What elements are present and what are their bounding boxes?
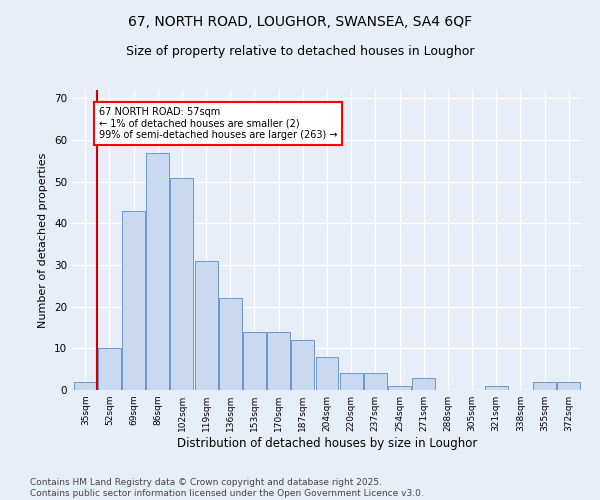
Bar (292, 340, 314, 390)
Bar (243, 332, 266, 390)
Bar (412, 378, 435, 390)
Bar (316, 356, 338, 390)
Bar (267, 332, 290, 390)
Bar (388, 386, 411, 390)
Text: Contains HM Land Registry data © Crown copyright and database right 2025.
Contai: Contains HM Land Registry data © Crown c… (30, 478, 424, 498)
Bar (170, 178, 193, 390)
Y-axis label: Number of detached properties: Number of detached properties (38, 152, 49, 328)
Bar (98, 348, 121, 390)
Text: 67 NORTH ROAD: 57sqm
← 1% of detached houses are smaller (2)
99% of semi-detache: 67 NORTH ROAD: 57sqm ← 1% of detached ho… (98, 106, 337, 140)
Bar (122, 211, 145, 390)
X-axis label: Distribution of detached houses by size in Loughor: Distribution of detached houses by size … (177, 437, 477, 450)
Bar (340, 374, 362, 390)
Bar (364, 374, 387, 390)
Bar (219, 298, 242, 390)
Bar (146, 152, 169, 390)
Bar (533, 382, 556, 390)
Bar (74, 382, 97, 390)
Bar (557, 382, 580, 390)
Text: Size of property relative to detached houses in Loughor: Size of property relative to detached ho… (126, 45, 474, 58)
Bar (485, 386, 508, 390)
Bar (194, 261, 218, 390)
Text: 67, NORTH ROAD, LOUGHOR, SWANSEA, SA4 6QF: 67, NORTH ROAD, LOUGHOR, SWANSEA, SA4 6Q… (128, 15, 472, 29)
